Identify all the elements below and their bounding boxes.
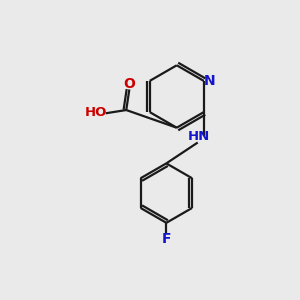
Text: N: N xyxy=(203,74,215,88)
Text: F: F xyxy=(162,232,171,246)
Text: HN: HN xyxy=(187,130,210,143)
Text: O: O xyxy=(123,76,135,91)
Text: HO: HO xyxy=(85,106,107,119)
